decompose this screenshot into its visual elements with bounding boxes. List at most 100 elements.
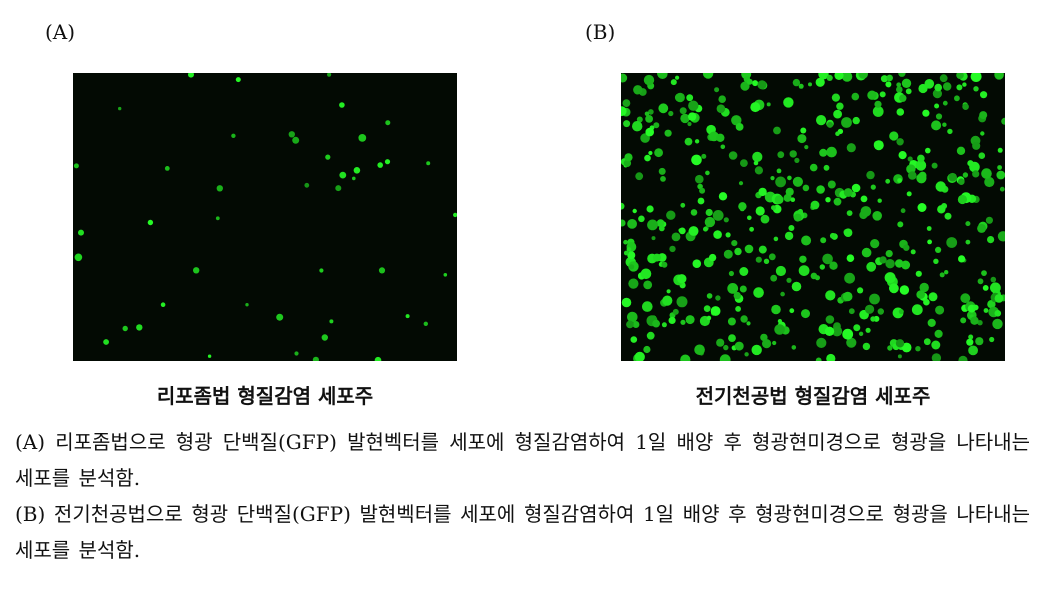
- cell-dot: [942, 122, 947, 127]
- cell-dot: [885, 81, 892, 88]
- cell-dot: [968, 345, 978, 356]
- cell-dot: [621, 106, 627, 117]
- cell-dot: [627, 311, 638, 323]
- cell-dot: [734, 247, 742, 256]
- cell-dot: [746, 321, 751, 326]
- cell-dot: [917, 154, 925, 163]
- cell-dot: [935, 113, 943, 120]
- cell-dot: [835, 131, 840, 136]
- cell-dot: [1001, 117, 1005, 125]
- cell-dot: [969, 161, 980, 173]
- cell-dot: [734, 341, 744, 351]
- cell-dot: [702, 73, 714, 79]
- cell-dot: [846, 337, 857, 348]
- cell-dot: [931, 120, 942, 131]
- cell-dot: [820, 237, 827, 244]
- cell-dot: [927, 239, 932, 245]
- cell-dot: [903, 244, 910, 251]
- cell-dot: [684, 137, 693, 146]
- cell-dot: [898, 151, 907, 160]
- cell-dot: [965, 239, 971, 245]
- cell-dot: [147, 219, 154, 226]
- cell-dot: [901, 260, 911, 270]
- cell-dot: [771, 304, 781, 315]
- cell-dot: [661, 322, 667, 328]
- cell-dot: [810, 200, 820, 210]
- cell-dot: [188, 73, 194, 78]
- cell-dot: [648, 109, 654, 115]
- cell-dot: [825, 197, 831, 203]
- cell-dot: [691, 154, 702, 166]
- cell-dot: [896, 108, 905, 116]
- cell-dot: [766, 102, 771, 107]
- cell-dot: [809, 163, 818, 172]
- cell-dot: [319, 268, 324, 273]
- cell-dot: [626, 247, 632, 252]
- cell-dot: [869, 293, 880, 305]
- cell-dot: [977, 223, 987, 233]
- cell-dot: [783, 97, 794, 108]
- cell-dot: [994, 310, 1002, 317]
- cell-dot: [954, 95, 960, 102]
- cell-dot: [789, 308, 795, 314]
- cell-dot: [787, 175, 792, 181]
- cell-dot: [626, 320, 634, 329]
- cell-dot: [772, 340, 777, 346]
- cell-dot: [739, 285, 747, 293]
- cell-dot: [621, 297, 632, 308]
- cell-dot: [775, 176, 786, 188]
- cell-dot: [321, 334, 328, 341]
- cell-dot: [118, 106, 122, 111]
- cell-dot: [824, 326, 835, 336]
- cell-dot: [677, 274, 687, 284]
- cell-dot: [774, 324, 785, 335]
- cell-dot: [73, 163, 79, 169]
- cell-dot: [704, 216, 716, 228]
- cell-dot: [216, 185, 223, 192]
- cell-dot: [999, 186, 1005, 192]
- cell-dot: [831, 93, 840, 102]
- cell-dot: [944, 212, 952, 220]
- cell-dot: [895, 339, 905, 348]
- cell-dot: [901, 342, 912, 353]
- cell-dot: [703, 305, 711, 312]
- cell-dot: [843, 188, 853, 197]
- cell-dot: [829, 261, 838, 270]
- cell-dot: [652, 253, 661, 262]
- cell-dot: [426, 161, 431, 166]
- cell-dot: [933, 258, 939, 264]
- cell-dot: [632, 121, 643, 132]
- cell-dot: [752, 80, 759, 87]
- cell-dot: [797, 134, 807, 144]
- cell-dot: [668, 316, 676, 324]
- cell-dot: [768, 253, 776, 261]
- cell-dot: [846, 210, 853, 217]
- cell-dot: [843, 228, 853, 237]
- cell-dot: [801, 235, 812, 246]
- microscopy-image: [73, 73, 457, 361]
- cell-dot: [723, 249, 733, 259]
- cell-dot: [245, 303, 249, 307]
- cell-dot: [927, 318, 936, 327]
- cell-dot: [723, 217, 729, 223]
- cell-dot: [775, 265, 786, 277]
- cell-dot: [937, 205, 946, 214]
- cell-dot: [962, 82, 967, 87]
- cell-dot: [630, 336, 638, 343]
- cell-dot: [686, 94, 694, 102]
- cell-dot: [739, 267, 749, 276]
- cell-dot: [634, 351, 645, 361]
- cell-dot: [960, 317, 967, 324]
- cell-dot: [727, 317, 736, 326]
- cell-dot: [377, 162, 384, 168]
- cell-dot: [215, 216, 220, 221]
- cell-dot: [740, 81, 750, 91]
- cell-dot: [981, 270, 987, 276]
- cell-dot: [636, 116, 643, 123]
- cell-dot: [744, 352, 749, 357]
- cell-dot: [660, 176, 666, 182]
- cell-dot: [799, 255, 807, 263]
- cell-dot: [753, 160, 759, 166]
- cell-dot: [889, 131, 899, 141]
- cell-dot: [627, 219, 637, 229]
